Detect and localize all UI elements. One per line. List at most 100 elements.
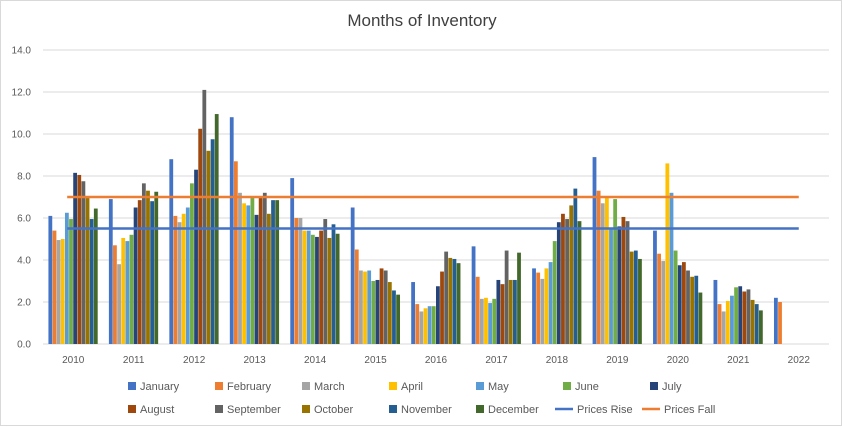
bar	[379, 268, 384, 344]
bar	[392, 290, 396, 344]
bar	[536, 272, 541, 344]
bar	[698, 292, 703, 344]
legend-swatch	[650, 382, 658, 390]
bar	[440, 271, 444, 344]
legend-item: January	[128, 381, 180, 393]
x-tick-label: 2017	[485, 355, 508, 366]
bar	[638, 258, 642, 344]
y-axis-labels: 0.0 2.0 4.0 6.0 8.0 10.0 12.0 14.0	[12, 46, 32, 351]
legend-swatch	[389, 405, 397, 413]
x-tick-label: 2012	[183, 355, 206, 366]
bar	[436, 286, 440, 344]
y-tick-label: 8.0	[17, 172, 31, 183]
bar	[423, 308, 428, 344]
bar	[592, 157, 597, 344]
bar	[290, 178, 295, 344]
bar	[396, 294, 400, 344]
bar	[113, 245, 117, 344]
legend-swatch	[215, 405, 223, 413]
x-axis-labels: 2010 2011 2012 2013 2014 2015 2016 2017 2018 2019…	[62, 355, 810, 366]
bar	[665, 163, 670, 344]
y-tick-label: 2.0	[17, 298, 31, 309]
chart-title: Months of Inventory	[347, 11, 497, 30]
bar	[89, 219, 94, 344]
bar	[488, 303, 492, 344]
bar	[773, 297, 778, 344]
legend-item: July	[650, 381, 682, 393]
legend-label: March	[314, 381, 345, 393]
bar	[210, 139, 215, 344]
y-tick-label: 6.0	[17, 214, 31, 225]
bar	[335, 233, 340, 344]
bar	[657, 253, 661, 344]
legend-item: Prices Rise	[555, 404, 633, 416]
x-tick-label: 2020	[667, 355, 690, 366]
bar	[56, 240, 61, 344]
bar	[190, 183, 194, 344]
bar	[556, 222, 561, 344]
bar	[315, 236, 319, 344]
legend-label: Prices Fall	[664, 404, 715, 416]
legend: January February March April May June July Augu…	[128, 381, 715, 416]
bar	[573, 188, 578, 344]
bar	[198, 128, 203, 344]
bars	[48, 89, 782, 345]
legend-label: Prices Rise	[577, 404, 633, 416]
bar	[202, 89, 207, 345]
bar	[613, 199, 618, 344]
bar	[181, 213, 186, 344]
bar	[742, 291, 747, 344]
legend-swatch	[476, 382, 484, 390]
bar	[77, 174, 82, 344]
bar	[600, 203, 605, 344]
bar	[238, 192, 242, 344]
bar	[690, 276, 695, 344]
legend-label: July	[662, 381, 682, 393]
bar	[387, 282, 392, 344]
bar	[137, 200, 142, 344]
reference-lines	[67, 195, 799, 230]
bar	[177, 222, 182, 344]
bar	[512, 279, 517, 344]
bar	[262, 192, 267, 344]
legend-label: June	[575, 381, 599, 393]
bar	[371, 281, 376, 344]
bar	[129, 234, 134, 344]
bar	[327, 237, 332, 344]
bar	[331, 224, 336, 344]
legend-item: May	[476, 381, 509, 393]
legend-label: May	[488, 381, 509, 393]
bar	[229, 117, 234, 344]
bar	[750, 299, 755, 344]
legend-label: April	[401, 381, 423, 393]
bar	[725, 300, 730, 344]
bar	[375, 279, 380, 344]
bar	[452, 258, 457, 344]
legend-label: January	[140, 381, 180, 393]
bar	[133, 207, 138, 344]
bar	[271, 200, 275, 344]
bar	[492, 298, 497, 344]
bar	[121, 237, 126, 344]
bar	[673, 250, 678, 344]
legend-swatch	[389, 382, 397, 390]
bar	[686, 270, 690, 344]
bar	[508, 279, 513, 344]
bar	[604, 197, 609, 344]
bar	[758, 310, 763, 344]
bar	[48, 215, 53, 344]
bar	[561, 213, 565, 344]
bar	[484, 297, 488, 344]
bar	[734, 287, 738, 344]
bar	[60, 239, 65, 344]
bar	[479, 298, 484, 344]
bar	[275, 200, 280, 344]
bar	[713, 279, 718, 344]
bar	[677, 265, 682, 344]
bar	[354, 249, 359, 344]
bar	[117, 264, 121, 344]
bar	[85, 198, 90, 344]
bar	[267, 213, 271, 344]
y-tick-label: 4.0	[17, 256, 31, 267]
